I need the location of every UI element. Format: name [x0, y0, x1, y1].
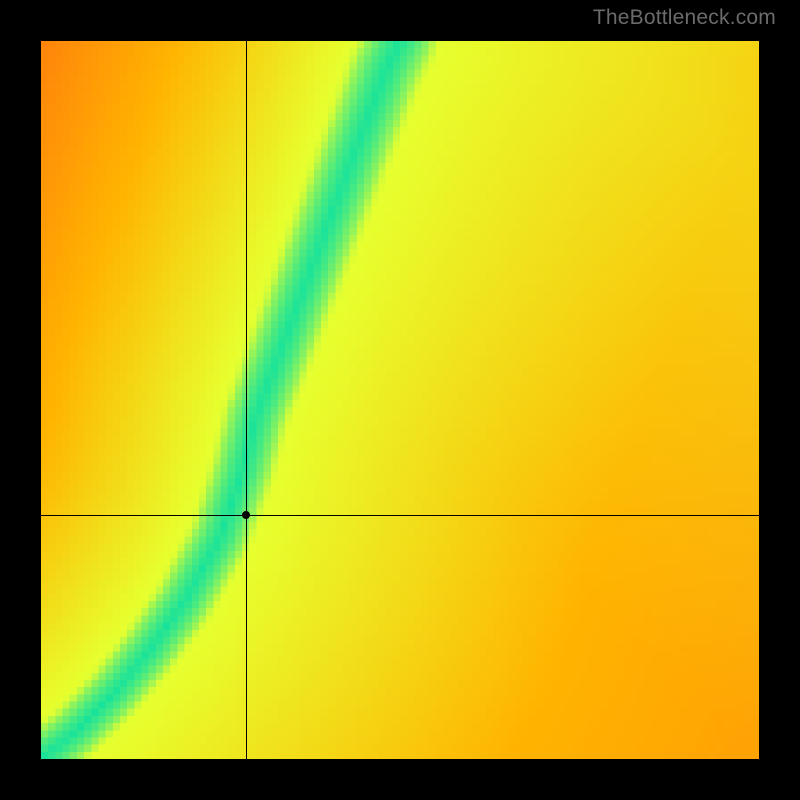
- watermark-text: TheBottleneck.com: [593, 6, 776, 30]
- bottleneck-heatmap: [41, 41, 759, 759]
- plot-area: [41, 41, 759, 759]
